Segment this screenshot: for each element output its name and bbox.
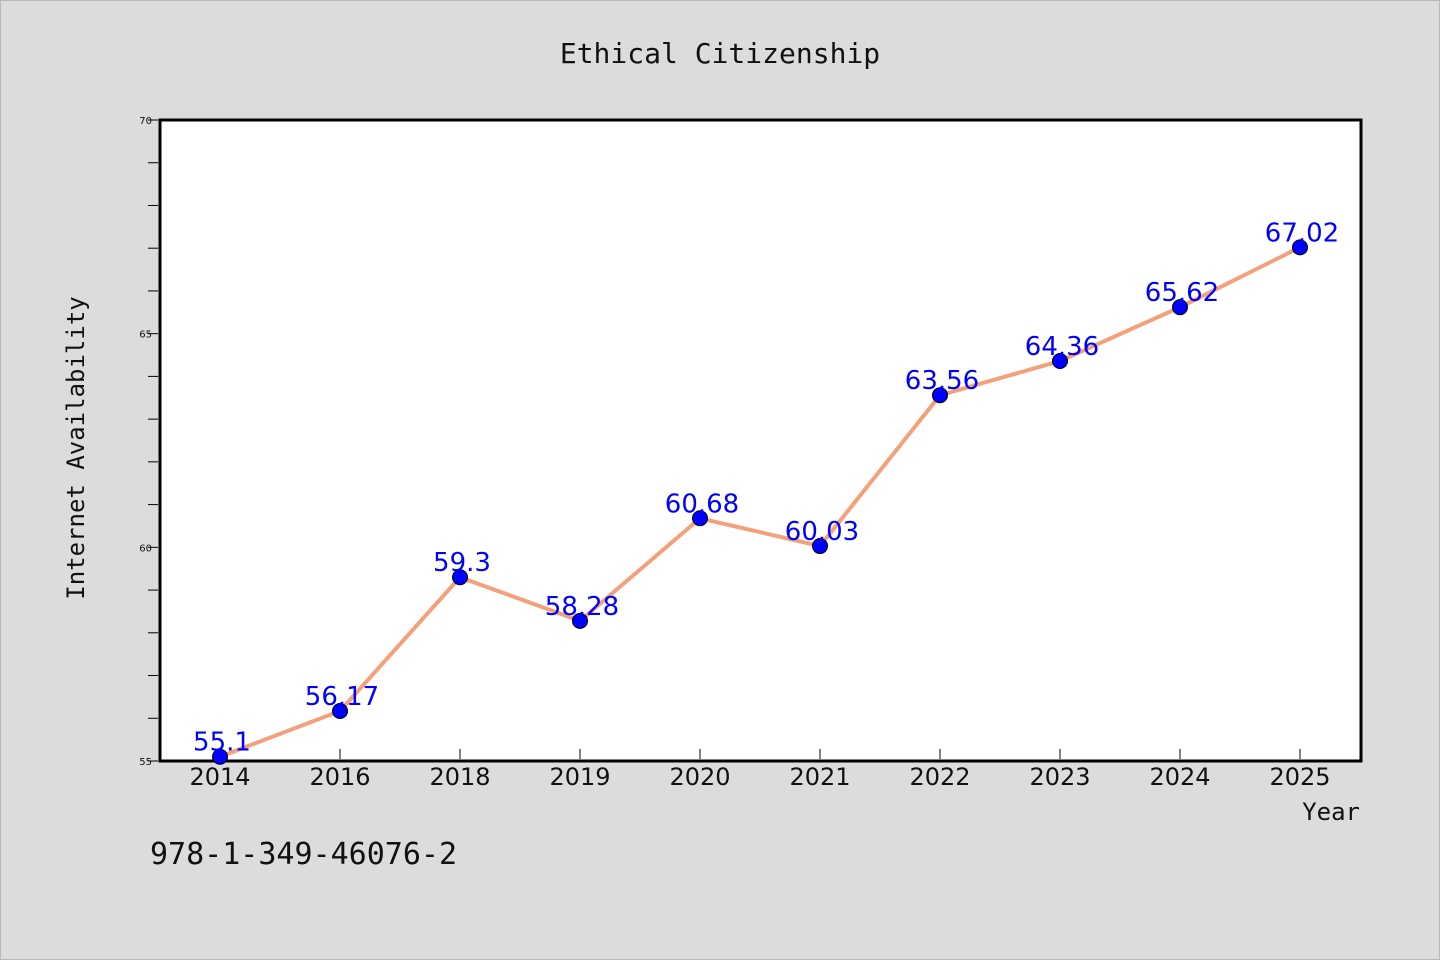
data-point	[1052, 353, 1068, 370]
data-label: 59.3	[433, 548, 491, 578]
data-point	[1172, 299, 1188, 316]
data-point	[212, 748, 228, 765]
x-axis-label: Year	[1302, 798, 1360, 826]
y-tick-label: 70	[139, 116, 152, 127]
x-tick-label: 2018	[429, 763, 490, 791]
x-tick-label: 2014	[189, 763, 250, 791]
x-tick-label: 2023	[1029, 763, 1090, 791]
isbn-text: 978-1-349-46076-2	[150, 837, 457, 872]
data-label: 60.68	[665, 489, 739, 519]
data-label: 55.1	[193, 728, 251, 758]
x-tick-label: 2025	[1269, 763, 1330, 791]
series-markers	[212, 239, 1308, 765]
data-point	[572, 612, 588, 629]
y-axis-label: Internet Availability	[62, 296, 90, 599]
data-label: 58.28	[545, 592, 619, 622]
data-point	[1292, 239, 1308, 256]
data-label: 63.56	[905, 366, 979, 396]
x-tick-label: 2022	[909, 763, 970, 791]
data-labels: 55.1 56.17 59.3 58.28 60.68 60.03 63.56 64.36 65…	[193, 218, 1339, 757]
data-label: 56.17	[305, 682, 379, 712]
data-point	[692, 510, 708, 527]
data-label: 67.02	[1265, 218, 1339, 248]
data-point	[452, 569, 468, 586]
data-label: 60.03	[785, 517, 859, 547]
y-axis: 55 60 65 70	[139, 116, 158, 768]
x-tick-label: 2021	[789, 763, 850, 791]
chart-title: Ethical Citizenship	[560, 37, 880, 70]
x-tick-label: 2019	[549, 763, 610, 791]
x-tick-label: 2020	[669, 763, 730, 791]
data-point	[932, 387, 948, 404]
x-tick-label: 2024	[1149, 763, 1210, 791]
plot-area	[158, 118, 1363, 763]
y-tick-label: 55	[139, 757, 152, 768]
data-label: 64.36	[1025, 332, 1099, 362]
x-tick-label: 2016	[309, 763, 370, 791]
data-point	[812, 538, 828, 555]
series-line	[219, 245, 1301, 759]
y-tick-label: 65	[139, 330, 152, 341]
x-axis: 2014 2016 2018 2019 2020 2021 2022 2023 2024 2025	[189, 749, 1331, 791]
data-label: 65.62	[1145, 278, 1219, 308]
data-point	[332, 703, 348, 720]
y-tick-label: 60	[139, 543, 152, 554]
